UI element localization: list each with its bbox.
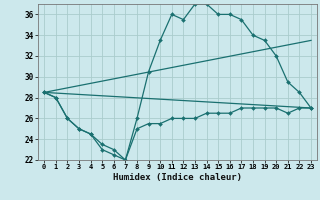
X-axis label: Humidex (Indice chaleur): Humidex (Indice chaleur) (113, 173, 242, 182)
